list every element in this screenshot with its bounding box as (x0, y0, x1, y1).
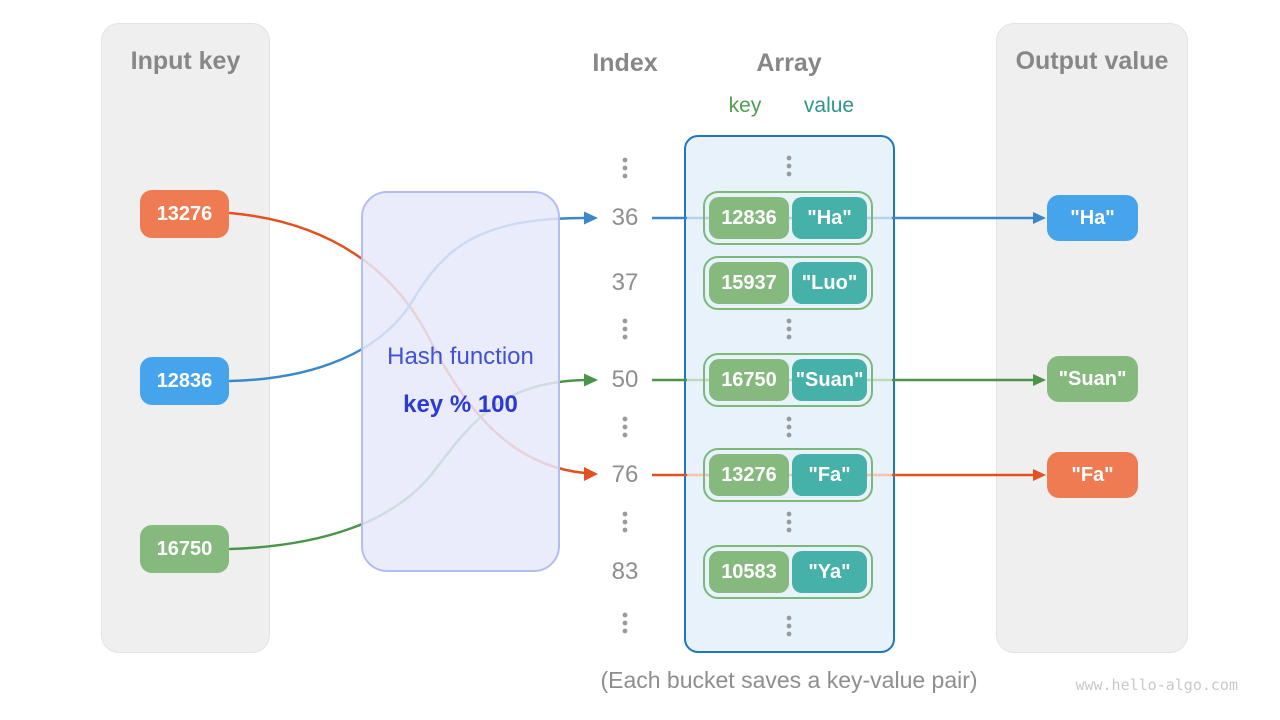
bucket-key: 15937 (709, 262, 789, 304)
hash-function-label: Hash function (387, 343, 534, 370)
bucket-value: "Ha" (792, 197, 867, 239)
array-column-title: Array (756, 49, 822, 77)
bucket-key: 12836 (709, 197, 789, 239)
bucket-key: 16750 (709, 359, 789, 401)
output-value-fa: "Fa" (1047, 452, 1138, 498)
hash-function-formula: key % 100 (403, 391, 518, 418)
hash-function-box (361, 191, 560, 572)
bucket-row-36: 12836 "Ha" (703, 191, 873, 245)
site-watermark: www.hello-algo.com (1075, 676, 1238, 694)
bucket-value: "Fa" (792, 454, 867, 496)
diagram-caption: (Each bucket saves a key-value pair) (600, 667, 978, 693)
bucket-value: "Suan" (792, 359, 867, 401)
bucket-key: 10583 (709, 551, 789, 593)
key-header: key (728, 94, 762, 117)
input-key-13276: 13276 (140, 190, 229, 238)
index-50: 50 (611, 366, 639, 393)
index-76: 76 (611, 461, 639, 488)
bucket-row-83: 10583 "Ya" (703, 545, 873, 599)
input-key-16750: 16750 (140, 525, 229, 573)
index-37: 37 (611, 269, 639, 296)
input-key-12836: 12836 (140, 357, 229, 405)
index-83: 83 (611, 558, 639, 585)
input-panel-title: Input key (130, 47, 241, 75)
output-panel-title: Output value (1015, 47, 1169, 75)
bucket-row-37: 15937 "Luo" (703, 256, 873, 310)
output-value-panel (996, 23, 1188, 653)
bucket-key: 13276 (709, 454, 789, 496)
bucket-row-76: 13276 "Fa" (703, 448, 873, 502)
bucket-value: "Ya" (792, 551, 867, 593)
bucket-value: "Luo" (792, 262, 867, 304)
index-36: 36 (611, 204, 639, 231)
index-column-title: Index (592, 49, 658, 77)
output-value-suan: "Suan" (1047, 356, 1138, 402)
output-value-ha: "Ha" (1047, 195, 1138, 241)
value-header: value (803, 94, 855, 117)
bucket-row-50: 16750 "Suan" (703, 353, 873, 407)
